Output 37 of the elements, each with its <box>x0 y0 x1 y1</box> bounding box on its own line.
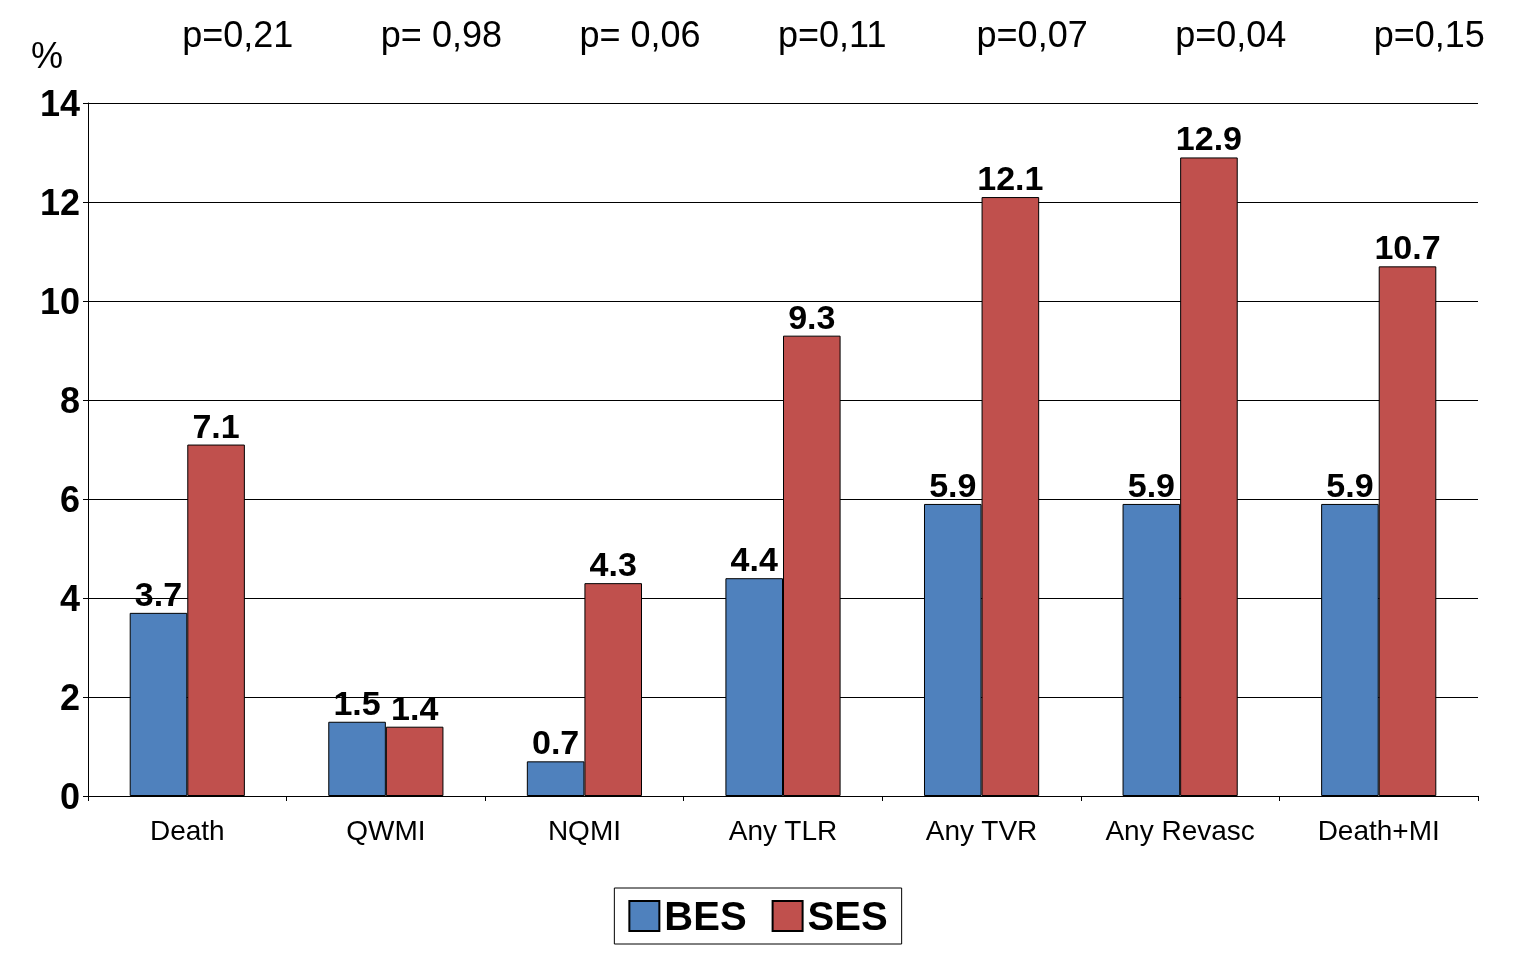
y-tick-label: 0 <box>59 775 80 817</box>
data-label: 12.1 <box>977 159 1044 198</box>
y-tick-label: 10 <box>39 280 80 322</box>
x-tick-label: NQMI <box>547 814 621 846</box>
data-label: 10.7 <box>1374 228 1441 267</box>
data-label: 4.3 <box>589 545 637 584</box>
legend-label: SES <box>807 894 888 938</box>
y-tick-label: 8 <box>59 379 80 421</box>
y-tick-label: 4 <box>59 577 80 619</box>
data-label: 1.4 <box>391 688 439 727</box>
text: p=0,21 <box>182 13 294 55</box>
data-label: 9.3 <box>788 297 836 336</box>
text: p=0,07 <box>976 13 1088 55</box>
x-tick-label: Death+MI <box>1317 814 1440 846</box>
y-tick-label: 12 <box>39 181 80 223</box>
data-label: 5.9 <box>1326 465 1374 504</box>
data-label: 5.9 <box>1127 465 1175 504</box>
text: p= 0,06 <box>579 13 701 55</box>
x-tick-label: Death <box>149 814 225 846</box>
x-tick-label: Any TVR <box>925 814 1038 846</box>
data-label: 4.4 <box>730 540 778 579</box>
x-tick-label: QWMI <box>346 814 426 846</box>
data-label: 7.1 <box>192 406 240 445</box>
data-label: 0.7 <box>532 723 580 762</box>
text: p=0,11 <box>777 13 887 55</box>
y-tick-label: 2 <box>59 676 80 718</box>
y-tick-label: 14 <box>39 82 80 124</box>
text: p= 0,98 <box>380 13 502 55</box>
y-axis-title: % <box>30 34 63 76</box>
legend-label: BES <box>664 894 747 938</box>
text: p=0,04 <box>1175 13 1287 55</box>
text: p=0,15 <box>1373 13 1485 55</box>
data-label: 5.9 <box>929 465 977 504</box>
x-tick-label: Any TLR <box>728 814 838 846</box>
y-tick-label: 6 <box>59 478 80 520</box>
data-label: 12.9 <box>1175 119 1243 158</box>
x-tick-label: Any Revasc <box>1105 814 1255 846</box>
